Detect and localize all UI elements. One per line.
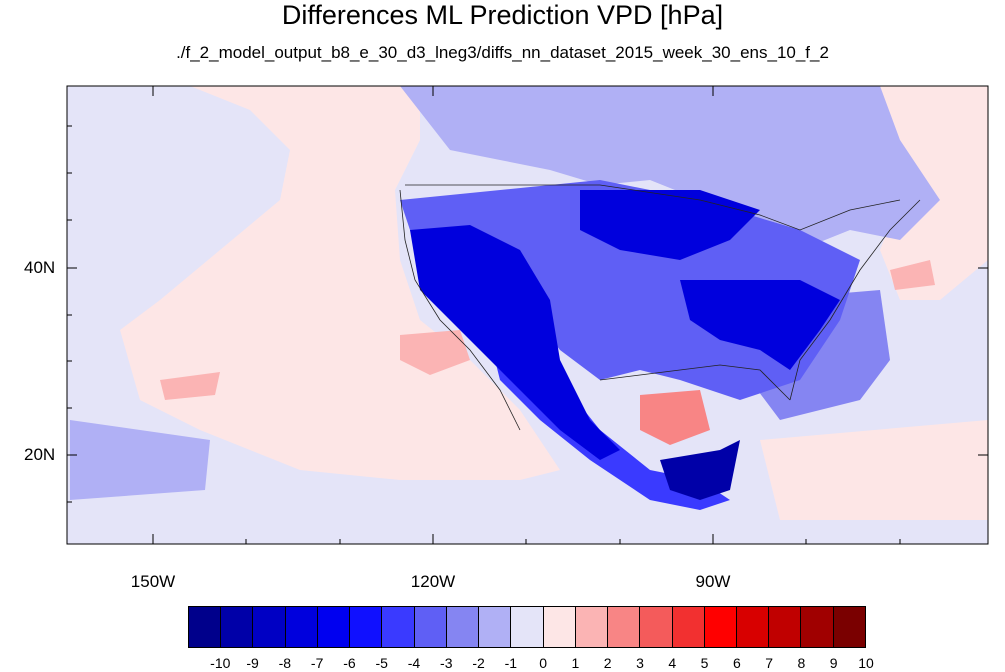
colorbar-box [414,607,447,647]
pacific-positive-region [120,86,560,480]
lon-label-90w: 90W [695,572,731,591]
colorbar-tick-label: -4 [407,655,421,671]
colorbar-box [382,607,415,647]
colorbar-box [253,607,286,647]
canada-negative [400,86,940,250]
colorbar-tick-label: 8 [797,655,806,671]
colorbar-tick-label: 2 [603,655,612,671]
colorbar-box [479,607,512,647]
pink-patch-2 [160,372,220,400]
colorbar-box [189,607,222,647]
colorbar-tick-label: 5 [700,655,709,671]
lat-label-40n: 40N [24,258,56,277]
coastline-east [789,199,921,401]
colorbar-tick-label: -2 [472,655,485,671]
colorbar-tick-label: 1 [571,655,580,671]
colorbar-box [543,607,576,647]
colorbar-tick-label: 3 [636,655,644,671]
colorbar-box [511,607,544,647]
colorbar-tick-label: 7 [765,655,774,671]
us-canada-border [405,184,901,231]
colorbar-box [736,607,770,647]
pink-patch-1 [400,330,470,375]
lat-ticks [67,125,988,503]
gulf-positive [640,390,710,445]
colorbar-box [285,607,318,647]
colorbar-tick-label: -1 [504,655,518,671]
colorbar-box [640,607,673,647]
colorbar-box [317,607,351,647]
colorbar-box [350,607,383,647]
lat-label-20n: 20N [24,445,56,464]
colorbar-tick-label: -6 [343,655,356,671]
colorbar-box [575,607,609,647]
colorbar-box [608,607,641,647]
chart-title: Differences ML Prediction VPD [hPa] [281,0,724,30]
colorbar-tick-label: -10 [210,655,231,671]
colorbar-box [672,607,705,647]
southeast-deep-negative [680,280,840,370]
colorbar [188,606,866,648]
colorbar-tick-label: 4 [668,655,677,671]
atlantic-pink [890,260,935,290]
colorbar-box [221,607,254,647]
colorbar-box [769,607,802,647]
lon-ticks [152,86,901,544]
colorbar-box [833,607,865,647]
vpd-difference-map [66,85,989,545]
chart-subtitle: ./f_2_model_output_b8_e_30_d3_lneg3/diff… [176,43,829,62]
lon-label-150w: 150W [130,572,176,591]
central-america-deep-negative [660,440,740,500]
colorbar-tick-label: -5 [375,655,388,671]
colorbar-tick-label: -3 [440,655,453,671]
colorbar-tick-label: -8 [278,655,292,671]
coastline-west [399,189,521,431]
colorbar-tick-label: 9 [829,655,838,671]
north-central-deep-negative [580,190,760,260]
west-pacific-negative [70,420,210,500]
lon-label-120w: 120W [410,572,456,591]
colorbar-tick-label: -7 [310,655,324,671]
colorbar-tick-label: -9 [246,655,259,671]
colorbar-tick-label: 0 [539,655,548,671]
south-positive-region [760,420,988,520]
southwest-deep-negative [410,225,620,460]
colorbar-box [801,607,834,647]
coastline-gulf [599,364,791,401]
colorbar-box [446,607,480,647]
colorbar-tick-label: 10 [858,655,874,671]
colorbar-tick-label: 6 [732,655,741,671]
colorbar-box [704,607,737,647]
